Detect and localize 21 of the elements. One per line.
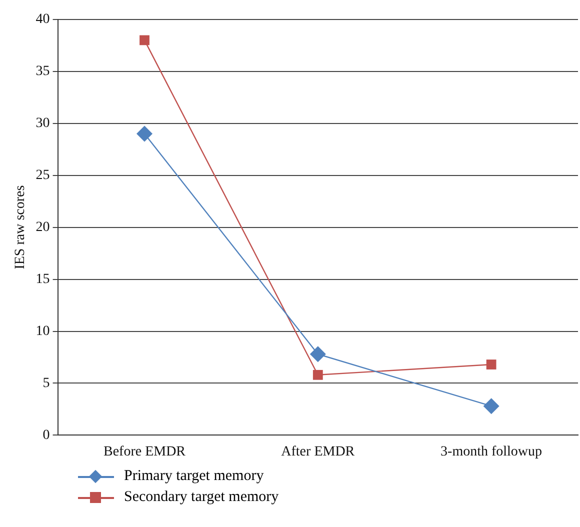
legend-label: Primary target memory — [124, 468, 264, 485]
y-tick-label: 40 — [36, 12, 50, 28]
x-tick-label: After EMDR — [281, 444, 356, 460]
point — [486, 360, 496, 370]
y-tick-label: 20 — [36, 220, 50, 235]
y-tick-label: 15 — [36, 272, 50, 287]
point — [310, 346, 326, 362]
y-tick-label: 30 — [36, 116, 50, 132]
y-tick-label: 35 — [36, 64, 50, 80]
x-tick-label: 3-month followup — [440, 444, 542, 460]
y-tick-label: 25 — [36, 168, 50, 183]
y-tick-label: 10 — [36, 324, 50, 339]
x-tick-label: Before EMDR — [103, 444, 186, 460]
point — [312, 370, 323, 380]
y-tick-label: 0 — [42, 428, 50, 443]
y-axis-title: IES raw scores — [13, 185, 28, 270]
y-tick-label: 5 — [42, 376, 50, 391]
legend-label: Secondary target memory — [124, 489, 279, 506]
point — [483, 398, 500, 414]
point — [140, 35, 150, 46]
point — [136, 126, 152, 142]
